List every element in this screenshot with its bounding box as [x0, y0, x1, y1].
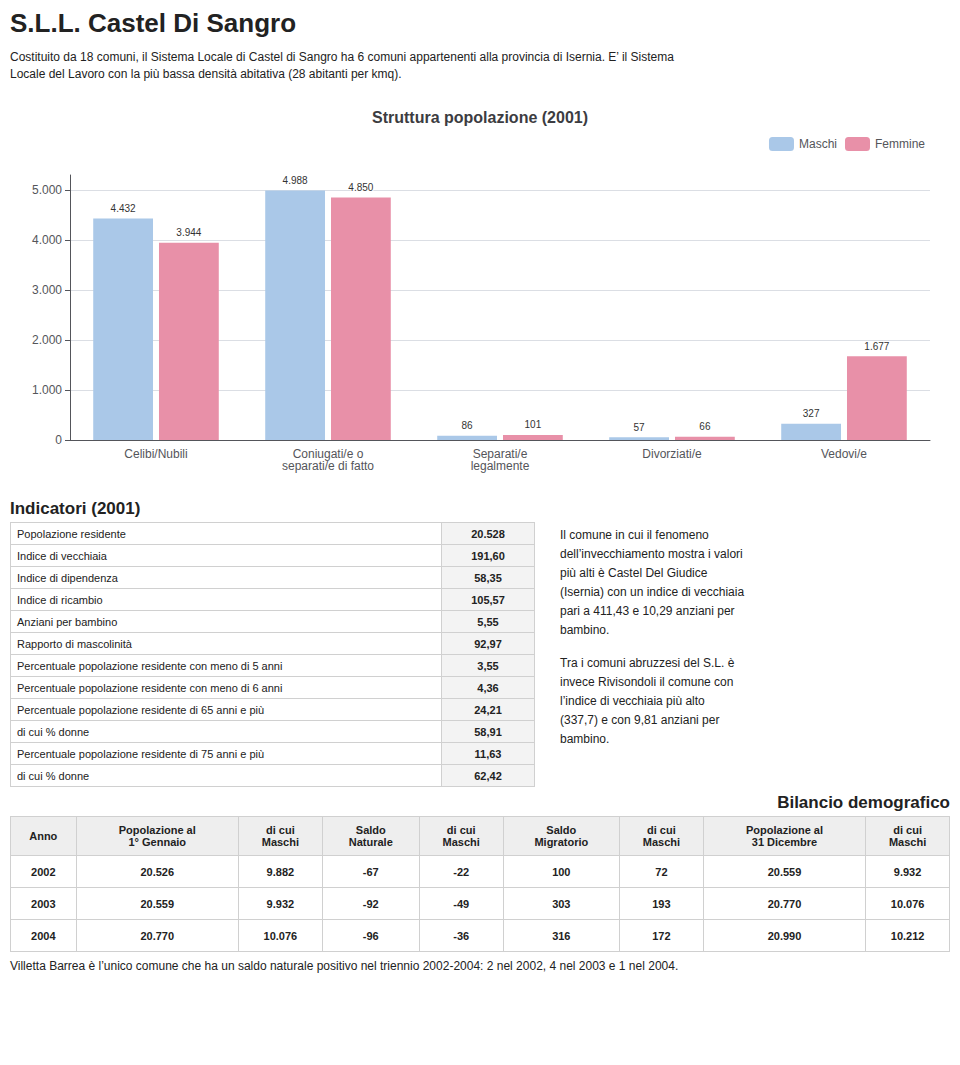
html-text:-49: -49: [453, 897, 470, 910]
svg-text:Celibi/Nubili: Celibi/Nubili: [124, 447, 187, 461]
html-text:Saldo Migratorio: Saldo Migratorio: [534, 824, 589, 848]
html-text:Anziani per bambino: Anziani per bambino: [17, 615, 118, 628]
html-text:di cui Maschi: di cui Maschi: [261, 824, 299, 848]
svg-text:Femmine: Femmine: [875, 137, 925, 151]
html-text:-67: -67: [362, 865, 379, 878]
html-text:Locale del Lavoro con la più b: Locale del Lavoro con la più bassa densi…: [10, 67, 402, 81]
html-text:303: 303: [552, 897, 571, 910]
html-text:20.770: 20.770: [140, 929, 175, 942]
svg-text:Separati/e: Separati/e: [472, 447, 528, 461]
svg-text:4.000: 4.000: [32, 233, 62, 247]
svg-text:Maschi: Maschi: [799, 137, 837, 151]
html-text:-22: -22: [453, 865, 470, 878]
html-text:191,60: 191,60: [471, 549, 505, 562]
html-text:9.882: 9.882: [266, 865, 295, 878]
svg-text:0: 0: [55, 433, 62, 447]
html-text:9.932: 9.932: [266, 897, 295, 910]
svg-text:66: 66: [699, 421, 711, 432]
html-text:-36: -36: [453, 929, 470, 942]
html-text:di cui Maschi: di cui Maschi: [442, 824, 480, 848]
html-text:Indicatori (2001): Indicatori (2001): [10, 499, 141, 518]
html-text:2004: 2004: [31, 929, 56, 942]
svg-text:4.988: 4.988: [283, 175, 308, 186]
html-text:Percentuale popolazione reside: Percentuale popolazione residente di 75 …: [17, 747, 265, 760]
html-text:Villetta Barrea è l’unico comu: Villetta Barrea è l’unico comune che ha …: [10, 959, 679, 973]
html-text:72: 72: [655, 865, 668, 878]
svg-text:Struttura popolazione (2001): Struttura popolazione (2001): [372, 109, 588, 126]
svg-text:3.000: 3.000: [32, 283, 62, 297]
svg-text:1.677: 1.677: [864, 341, 889, 352]
html-text:Indice di ricambio: Indice di ricambio: [17, 593, 103, 606]
html-text:-96: -96: [362, 929, 379, 942]
html-text:Tra i comuni abruzzesi del S.L: Tra i comuni abruzzesi del S.L. è invece…: [560, 656, 735, 746]
html-text:Percentuale popolazione reside: Percentuale popolazione residente con me…: [17, 681, 283, 694]
svg-text:57: 57: [634, 422, 646, 433]
html-text:Popolazione al 31 Dicembre: Popolazione al 31 Dicembre: [746, 824, 823, 848]
html-text:20.770: 20.770: [767, 897, 802, 910]
html-text:24,21: 24,21: [474, 703, 502, 716]
html-text:5,55: 5,55: [477, 615, 499, 628]
html-text:20.559: 20.559: [767, 865, 802, 878]
svg-text:3.944: 3.944: [176, 227, 201, 238]
html-text:10.076: 10.076: [890, 897, 925, 910]
html-text:-92: -92: [362, 897, 379, 910]
html-text:di cui % donne: di cui % donne: [17, 769, 90, 782]
html-text:100: 100: [552, 865, 571, 878]
html-text:Popolazione residente: Popolazione residente: [17, 527, 126, 540]
html-text:58,91: 58,91: [474, 725, 502, 738]
svg-text:separati/e di fatto: separati/e di fatto: [282, 459, 374, 473]
html-text:Popolazione al 1° Gennaio: Popolazione al 1° Gennaio: [118, 824, 196, 848]
html-text:Rapporto di mascolinità: Rapporto di mascolinità: [17, 637, 132, 650]
html-text:Indice di vecchiaia: Indice di vecchiaia: [17, 549, 107, 562]
html-text:di cui Maschi: di cui Maschi: [889, 824, 927, 848]
html-text:Bilancio demografico: Bilancio demografico: [777, 793, 950, 812]
svg-text:Vedovi/e: Vedovi/e: [821, 447, 867, 461]
svg-text:2.000: 2.000: [32, 333, 62, 347]
html-text:58,35: 58,35: [474, 571, 502, 584]
html-text:193: 193: [652, 897, 671, 910]
svg-text:327: 327: [803, 408, 820, 419]
svg-text:101: 101: [525, 419, 542, 430]
html-text:di cui % donne: di cui % donne: [17, 725, 90, 738]
html-text:10.212: 10.212: [890, 929, 925, 942]
html-text:11,63: 11,63: [474, 747, 502, 760]
html-text:20.528: 20.528: [471, 527, 505, 540]
html-text:4,36: 4,36: [477, 681, 499, 694]
html-text:172: 172: [652, 929, 671, 942]
svg-text:legalmente: legalmente: [471, 459, 530, 473]
svg-text:Divorziati/e: Divorziati/e: [642, 447, 702, 461]
html-text:105,57: 105,57: [471, 593, 505, 606]
html-text:Indice di dipendenza: Indice di dipendenza: [17, 571, 118, 584]
html-text:Saldo Naturale: Saldo Naturale: [348, 824, 393, 848]
html-text:92,97: 92,97: [474, 637, 502, 650]
html-text:62,42: 62,42: [474, 769, 502, 782]
svg-text:4.432: 4.432: [111, 203, 136, 214]
html-text:2002: 2002: [31, 865, 56, 878]
html-text:Il comune in cui il fenomeno d: Il comune in cui il fenomeno dell’invecc…: [560, 528, 745, 637]
html-text:Percentuale popolazione reside: Percentuale popolazione residente di 65 …: [17, 703, 265, 716]
html-text:20.559: 20.559: [140, 897, 175, 910]
svg-text:4.850: 4.850: [348, 182, 373, 193]
html-text:3,55: 3,55: [477, 659, 499, 672]
html-text:Costituito da 18 comuni, il Si: Costituito da 18 comuni, il Sistema Loca…: [10, 50, 674, 64]
html-text:9.932: 9.932: [893, 865, 922, 878]
svg-text:5.000: 5.000: [32, 183, 62, 197]
html-text:Percentuale popolazione reside: Percentuale popolazione residente con me…: [17, 659, 283, 672]
html-text:20.526: 20.526: [140, 865, 175, 878]
svg-text:1.000: 1.000: [32, 383, 62, 397]
html-text:di cui Maschi: di cui Maschi: [642, 824, 680, 848]
html-text:10.076: 10.076: [263, 929, 298, 942]
svg-text:Coniugati/e o: Coniugati/e o: [292, 447, 364, 461]
html-text:2003: 2003: [31, 897, 56, 910]
svg-text:86: 86: [462, 420, 474, 431]
html-text:S.L.L. Castel Di Sangro: S.L.L. Castel Di Sangro: [10, 8, 297, 38]
html-text:Anno: Anno: [29, 830, 58, 842]
html-text:20.990: 20.990: [767, 929, 802, 942]
html-text:316: 316: [552, 929, 571, 942]
